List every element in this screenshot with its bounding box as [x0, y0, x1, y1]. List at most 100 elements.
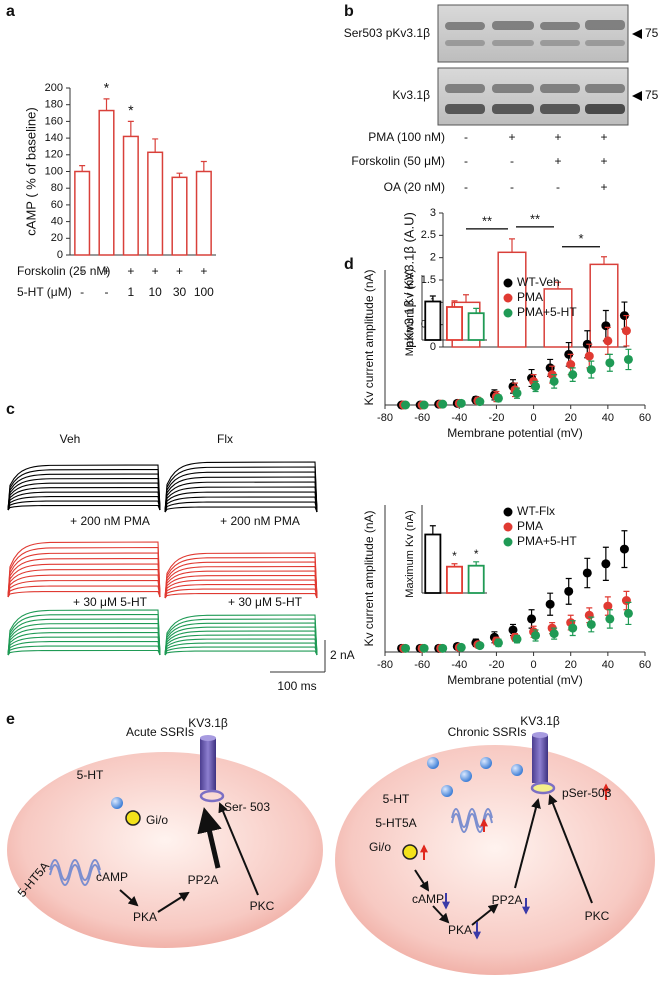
- row-label: PMA (100 nM): [368, 130, 445, 144]
- data-point: [493, 393, 503, 403]
- row-value: +: [554, 130, 561, 144]
- row-value: -: [80, 285, 84, 299]
- x-tick-label: -40: [451, 659, 467, 671]
- diagram-label: PKA: [133, 910, 157, 924]
- y-tick-label: 0: [430, 341, 436, 353]
- data-point: [619, 544, 629, 554]
- data-point: [601, 559, 611, 569]
- row-label: Forskolin (50 μM): [351, 154, 445, 168]
- row-value: 1: [127, 285, 134, 299]
- data-point: [564, 586, 574, 596]
- row-value: +: [152, 264, 159, 278]
- y-tick-label: 0: [57, 249, 63, 261]
- data-point: [419, 400, 429, 410]
- data-point: [566, 360, 576, 369]
- panel-label: b: [344, 3, 354, 20]
- bar: [122, 135, 139, 256]
- row-value: -: [464, 180, 468, 194]
- error-bar: [79, 165, 86, 172]
- x-tick-label: -40: [451, 412, 467, 424]
- row-value: 10: [148, 285, 162, 299]
- data-point: [438, 399, 448, 409]
- legend-label: WT-Veh: [517, 275, 560, 289]
- legend-label: PMA: [517, 519, 543, 533]
- bar: [589, 263, 619, 348]
- x-axis-label: Membrane potential (mV): [447, 426, 582, 440]
- data-point: [568, 370, 578, 380]
- x-tick-label: -60: [414, 659, 430, 671]
- row-value: +: [508, 130, 515, 144]
- annotation: *: [452, 549, 457, 563]
- diagram-label: 5-HT: [383, 792, 410, 806]
- data-point: [545, 599, 555, 609]
- y-tick-label: 140: [45, 132, 63, 144]
- diagram-label: PKC: [585, 909, 610, 923]
- error-bar: [103, 98, 110, 111]
- diagram-label: 5-HT: [77, 768, 104, 782]
- bar: [147, 151, 164, 256]
- data-point: [601, 321, 611, 331]
- diagram-label: cAMP: [96, 870, 128, 884]
- row-value: -: [80, 264, 84, 278]
- data-point: [438, 643, 448, 653]
- y-tick-label: 2.5: [421, 229, 436, 241]
- bar: [195, 170, 212, 256]
- trace-label: + 30 μM 5-HT: [228, 595, 303, 609]
- y-axis-label: cAMP ( % of baseline): [23, 107, 38, 235]
- diagram-label: cAMP: [412, 892, 444, 906]
- data-point: [512, 634, 522, 644]
- diagram-acute: [7, 735, 323, 948]
- data-point: [605, 614, 615, 624]
- x-tick-label: -80: [377, 659, 393, 671]
- row-value: -: [510, 154, 514, 168]
- x-tick-label: 60: [639, 659, 651, 671]
- inset-error-bar: [429, 295, 436, 302]
- row-value: +: [600, 180, 607, 194]
- data-point: [512, 388, 522, 398]
- diagram-label: KV3.1β: [520, 714, 560, 728]
- inset-y-label: Maximum Kv (nA): [404, 510, 416, 597]
- current-traces: [7, 461, 318, 656]
- x-tick-label: 40: [602, 412, 614, 424]
- blot-marker: 75: [645, 88, 659, 102]
- y-tick-label: 3: [430, 207, 436, 219]
- error-bar: [200, 160, 207, 172]
- error-bar: [127, 120, 134, 137]
- y-axis-label: pKv3.1β / KV3.1β (A.U): [401, 212, 416, 348]
- trace-label: + 30 μM 5-HT: [73, 595, 148, 609]
- row-value: +: [600, 130, 607, 144]
- trace-label: + 200 nM PMA: [70, 514, 150, 528]
- row-value: +: [127, 264, 134, 278]
- data-point: [475, 641, 485, 651]
- blot-label: Kv3.1β: [392, 88, 430, 102]
- y-tick-label: 40: [51, 216, 63, 228]
- data-point: [623, 608, 633, 618]
- y-tick-label: 60: [51, 199, 63, 211]
- legend-label: PMA+5-HT: [517, 534, 577, 548]
- data-point: [508, 625, 518, 635]
- data-point: [401, 400, 411, 410]
- inset-bar: [424, 533, 442, 594]
- inset-bar: [446, 306, 463, 341]
- error-bar: [601, 256, 607, 265]
- row-value: -: [510, 180, 514, 194]
- scale-label: 100 ms: [277, 679, 316, 693]
- data-point: [584, 351, 594, 361]
- panel-label: d: [344, 256, 354, 273]
- bar: [171, 176, 188, 256]
- inset-error-bar: [451, 563, 458, 567]
- error-bar: [176, 172, 183, 178]
- diagram-label: PKC: [250, 899, 275, 913]
- y-tick-label: 180: [45, 99, 63, 111]
- significance-label: **: [482, 213, 492, 228]
- error-bar: [509, 238, 515, 253]
- legend-label: PMA+5-HT: [517, 305, 577, 319]
- x-tick-label: 60: [639, 412, 651, 424]
- data-point: [586, 619, 596, 629]
- y-tick-label: 200: [45, 82, 63, 94]
- data-point: [456, 642, 466, 652]
- blot-label: Ser503 pKv3.1β: [344, 26, 430, 40]
- western-blot: [437, 4, 642, 126]
- error-bar: [463, 294, 469, 303]
- row-value: -: [105, 285, 109, 299]
